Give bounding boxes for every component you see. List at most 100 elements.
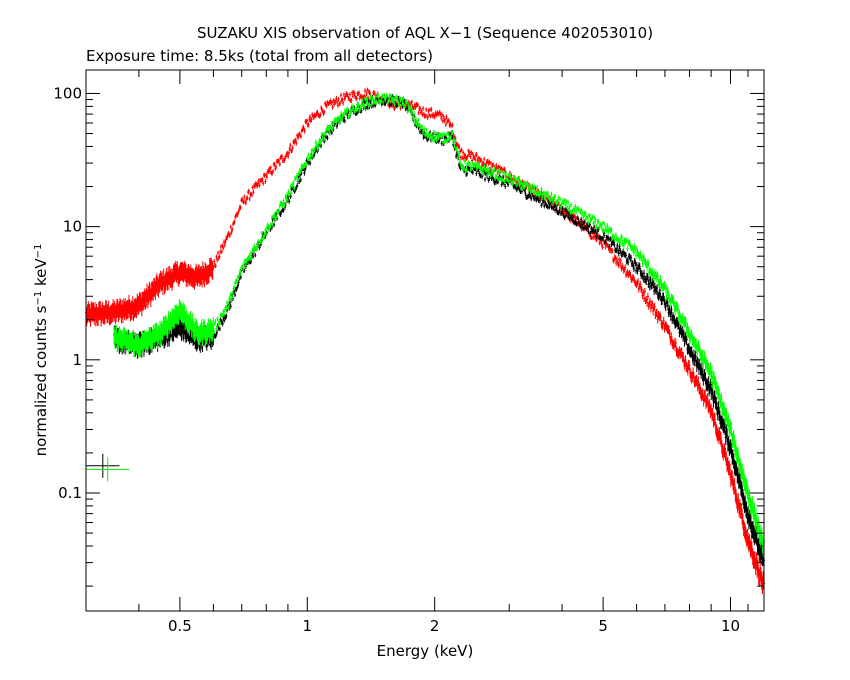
data-point — [443, 117, 447, 123]
data-point — [539, 190, 542, 196]
data-point — [236, 279, 239, 285]
data-point — [541, 200, 544, 206]
data-point — [383, 94, 386, 100]
data-point — [382, 99, 385, 105]
data-point — [363, 93, 366, 99]
data-point — [494, 180, 497, 186]
data-point — [634, 259, 637, 267]
data-point — [730, 421, 733, 437]
data-point — [309, 152, 312, 158]
data-point — [733, 478, 736, 494]
data-point — [335, 95, 338, 101]
data-point — [452, 139, 455, 145]
data-point — [461, 150, 465, 155]
data-point — [678, 309, 681, 320]
data-point — [390, 93, 393, 99]
data-point — [482, 171, 485, 177]
data-point — [403, 104, 406, 110]
data-point — [710, 366, 714, 379]
data-point — [233, 285, 236, 290]
data-point — [253, 184, 257, 189]
data-point — [537, 190, 540, 196]
data-point — [593, 224, 596, 230]
data-point — [453, 144, 456, 149]
data-point — [713, 413, 717, 427]
data-point — [264, 231, 268, 237]
data-point — [471, 170, 474, 175]
data-point — [575, 210, 578, 216]
data-point — [238, 207, 241, 213]
data-point — [371, 97, 375, 102]
data-point — [228, 294, 232, 300]
data-point — [616, 243, 619, 249]
data-point — [481, 166, 484, 171]
y-axis-title-sup1: −1 — [33, 291, 44, 306]
data-point — [431, 134, 434, 139]
data-point — [330, 120, 333, 126]
data-point — [499, 169, 503, 175]
data-point — [442, 131, 445, 137]
data-point — [574, 219, 577, 225]
data-point — [309, 160, 312, 166]
data-point — [597, 219, 600, 224]
data-point — [273, 162, 276, 167]
data-point — [257, 178, 260, 184]
data-point — [580, 222, 583, 227]
data-point — [502, 170, 505, 175]
data-point — [530, 196, 533, 202]
data-point — [290, 148, 293, 154]
data-point — [243, 194, 246, 200]
data-point — [690, 346, 693, 358]
data-point — [458, 144, 461, 150]
data-point — [664, 283, 667, 293]
data-point — [342, 100, 345, 106]
data-point — [280, 209, 283, 215]
data-point — [664, 302, 667, 312]
data-point — [241, 262, 245, 268]
data-point — [568, 204, 571, 209]
data-point — [261, 177, 264, 183]
data-point — [231, 295, 234, 300]
data-point — [656, 272, 659, 281]
data-point — [632, 265, 636, 273]
data-point — [581, 224, 584, 230]
data-point — [478, 162, 481, 168]
data-point — [619, 258, 622, 264]
data-point — [646, 273, 649, 281]
data-point — [211, 261, 214, 280]
data-point — [225, 235, 229, 241]
data-point — [571, 217, 574, 222]
data-point — [374, 99, 377, 105]
data-point — [293, 186, 296, 191]
data-point — [548, 194, 551, 200]
data-point — [635, 245, 638, 253]
data-point — [238, 273, 241, 278]
data-point — [670, 305, 673, 315]
data-point — [452, 137, 456, 142]
data-point — [673, 301, 676, 311]
data-point — [419, 105, 422, 111]
data-point — [413, 111, 416, 116]
data-point — [647, 280, 650, 289]
data-point — [622, 243, 625, 249]
data-point — [700, 362, 703, 375]
data-point — [324, 134, 328, 140]
data-point — [314, 139, 318, 145]
data-point — [338, 120, 341, 126]
data-point — [575, 216, 578, 221]
data-point — [425, 107, 428, 112]
data-point — [299, 177, 302, 183]
data-point — [333, 102, 336, 107]
data-point — [355, 96, 358, 101]
data-point — [337, 96, 340, 102]
data-point — [251, 185, 254, 190]
data-point — [656, 315, 659, 324]
data-point — [330, 125, 333, 131]
data-point — [303, 129, 306, 134]
data-point — [385, 92, 388, 97]
data-point — [355, 107, 358, 112]
data-point — [444, 132, 448, 137]
data-point — [550, 191, 553, 197]
data-point — [259, 239, 263, 245]
data-point — [607, 236, 610, 242]
